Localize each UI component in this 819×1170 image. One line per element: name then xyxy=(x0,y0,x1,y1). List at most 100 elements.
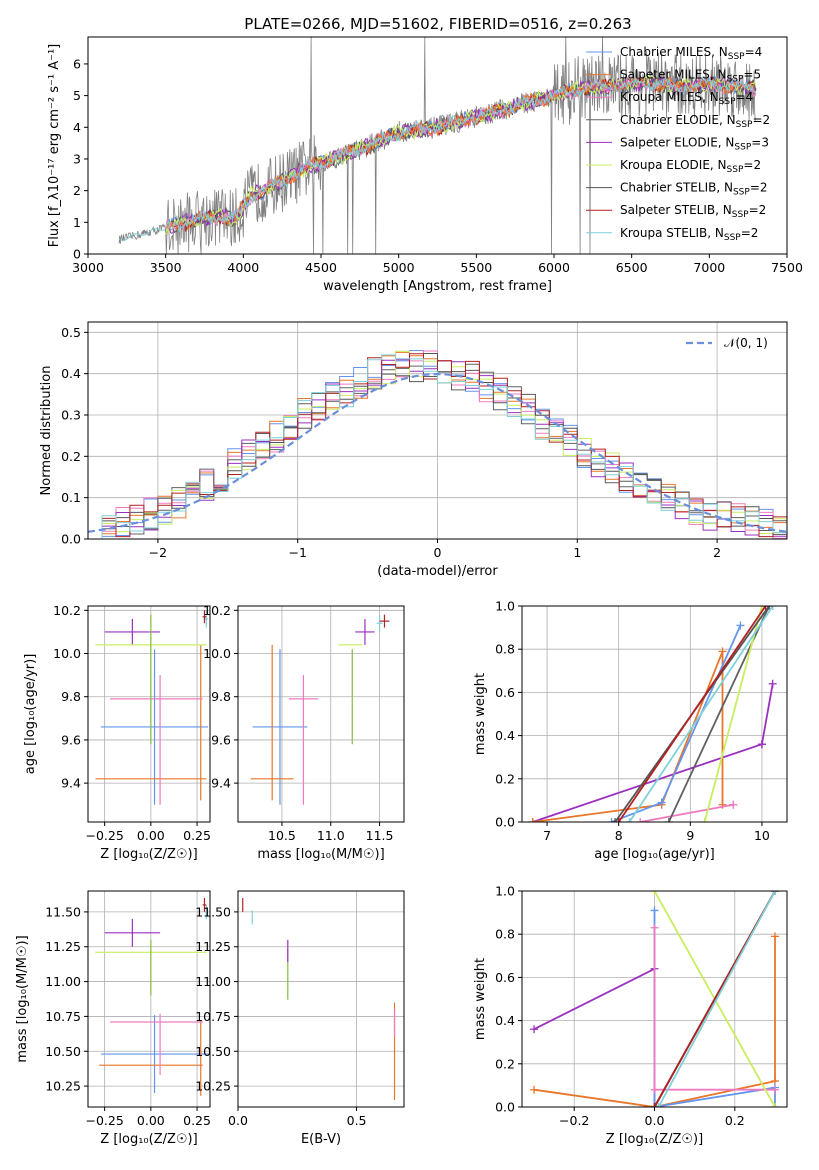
x-tick-label: −2 xyxy=(149,545,167,560)
plus-marker xyxy=(650,1103,659,1107)
y-tick-label: 10.50 xyxy=(45,1044,81,1059)
legend-equals: = xyxy=(749,203,759,217)
legend-entry: Kroupa MILES, NSSP=4 xyxy=(620,90,753,107)
y-tick-label: 10.50 xyxy=(195,1044,231,1059)
legend-name: Chabrier STELIB xyxy=(620,181,716,195)
y-tick-label: 0.8 xyxy=(495,927,515,942)
y-tick-label: 10.2 xyxy=(53,603,81,618)
mass-weight-line xyxy=(653,910,776,1107)
legend-entry: Salpeter STELIB, NSSP=2 xyxy=(620,203,766,220)
plot-area xyxy=(88,606,210,822)
x-tick-label: 9 xyxy=(686,828,694,843)
legend-entry: Salpeter MILES, NSSP=5 xyxy=(620,68,761,85)
legend-name: Kroupa ELODIE xyxy=(620,158,710,172)
y-tick-label: 6 xyxy=(73,56,81,71)
plus-marker xyxy=(768,679,777,688)
y-tick-label: 0.3 xyxy=(61,408,81,423)
axes-frame xyxy=(87,36,788,255)
plus-marker xyxy=(607,818,616,822)
y-axis-label: mass [log₁₀(M/M☉)] xyxy=(15,935,30,1062)
plus-marker xyxy=(650,891,659,895)
x-tick-label: 7500 xyxy=(771,260,803,275)
mass-weight-line xyxy=(628,606,774,822)
y-tick-label: 11.00 xyxy=(195,974,231,989)
plus-marker xyxy=(736,621,745,630)
legend-entry: Chabrier STELIB, NSSP=2 xyxy=(620,181,768,198)
y-tick-label: 0.1 xyxy=(61,490,81,505)
legend-name: Salpeter ELODIE xyxy=(620,135,718,149)
legend-name: Salpeter STELIB xyxy=(620,203,715,217)
x-tick-label: 0.00 xyxy=(137,1113,165,1128)
plus-marker xyxy=(770,1085,779,1094)
plus-marker xyxy=(650,923,659,932)
legend-nssp-prefix: , N xyxy=(719,113,736,127)
y-tick-label: 4 xyxy=(73,120,81,135)
legend-subscript: SSP xyxy=(736,120,753,130)
x-tick-label: 0.25 xyxy=(183,828,211,843)
mass-weight-line xyxy=(657,891,776,1107)
x-tick-label: 2 xyxy=(713,545,721,560)
plus-marker xyxy=(611,818,620,822)
panel-1: 𝒩(0, 1) −2 −1 0 1 2 0.0 0.1 0.2 0.3 0.4 0.5 (data-mo… xyxy=(39,321,788,579)
plot-area xyxy=(238,606,404,822)
mass-weight-line xyxy=(653,927,775,1091)
plot-area xyxy=(88,891,210,1107)
mass-weight-line xyxy=(533,936,776,1107)
plus-marker xyxy=(657,798,666,807)
x-tick-label: 7000 xyxy=(693,260,725,275)
plot-area xyxy=(88,322,787,539)
x-tick-label: 0.0 xyxy=(645,1113,665,1128)
plus-marker xyxy=(770,1103,779,1107)
plus-marker xyxy=(528,818,537,822)
y-tick-label: 0.2 xyxy=(61,449,81,464)
legend-nssp: 2 xyxy=(763,113,771,127)
plus-marker xyxy=(729,800,738,809)
legend-nssp: 2 xyxy=(760,181,768,195)
legend-entry: Chabrier MILES, NSSP=4 xyxy=(620,45,762,62)
legend-nssp-prefix: , N xyxy=(718,135,735,149)
plus-marker xyxy=(770,932,779,941)
x-tick-label: −1 xyxy=(288,545,306,560)
y-tick-label: 0.8 xyxy=(495,642,515,657)
legend-name: Salpeter MILES xyxy=(620,68,710,82)
x-tick-label: 5500 xyxy=(460,260,492,275)
axes-frame xyxy=(237,890,405,1108)
x-tick-label: 6000 xyxy=(538,260,570,275)
y-tick-label: 10.25 xyxy=(45,1079,81,1094)
x-tick-label: 8 xyxy=(615,828,623,843)
x-tick-label: 3500 xyxy=(150,260,182,275)
plus-marker xyxy=(761,606,770,610)
plus-marker xyxy=(530,1085,539,1094)
y-tick-label: 2 xyxy=(73,183,81,198)
y-tick-label: 9.6 xyxy=(211,732,231,747)
y-tick-label: 10.75 xyxy=(45,1009,81,1024)
y-tick-label: 0.6 xyxy=(495,970,515,985)
legend-subscript: SSP xyxy=(727,75,744,85)
legend-nssp: 5 xyxy=(753,68,761,82)
legend-name: Chabrier MILES xyxy=(620,45,711,59)
legend-equals: = xyxy=(752,113,762,127)
plus-marker xyxy=(700,818,709,822)
y-axis-label: Normed distribution xyxy=(39,366,54,496)
y-tick-label: 0.0 xyxy=(61,532,81,547)
plus-marker xyxy=(650,1085,659,1094)
x-tick-label: 4500 xyxy=(305,260,337,275)
x-axis-label: (data-model)/error xyxy=(377,564,498,579)
mass-weight-line xyxy=(703,606,763,822)
y-tick-label: 0.0 xyxy=(495,815,515,830)
legend-nssp: 3 xyxy=(761,135,769,149)
y-tick-label: 11.25 xyxy=(195,939,231,954)
plus-marker xyxy=(768,606,777,610)
legend-nssp-prefix: , N xyxy=(716,181,733,195)
legend-subscript: SSP xyxy=(719,97,736,107)
panel-3: 10.5 11.0 11.5 9.4 9.6 9.8 10.0 10.2 mass [log₁₀… xyxy=(203,603,405,862)
axes-frame xyxy=(87,605,211,823)
legend-name: Chabrier ELODIE xyxy=(620,113,719,127)
x-tick-label: 7 xyxy=(543,828,551,843)
y-axis-label: age [log₁₀(age/yr)] xyxy=(23,654,38,775)
x-axis-label: mass [log₁₀(M/M☉)] xyxy=(257,847,384,862)
legend-nssp-prefix: , N xyxy=(707,226,724,240)
plus-marker xyxy=(614,818,623,822)
